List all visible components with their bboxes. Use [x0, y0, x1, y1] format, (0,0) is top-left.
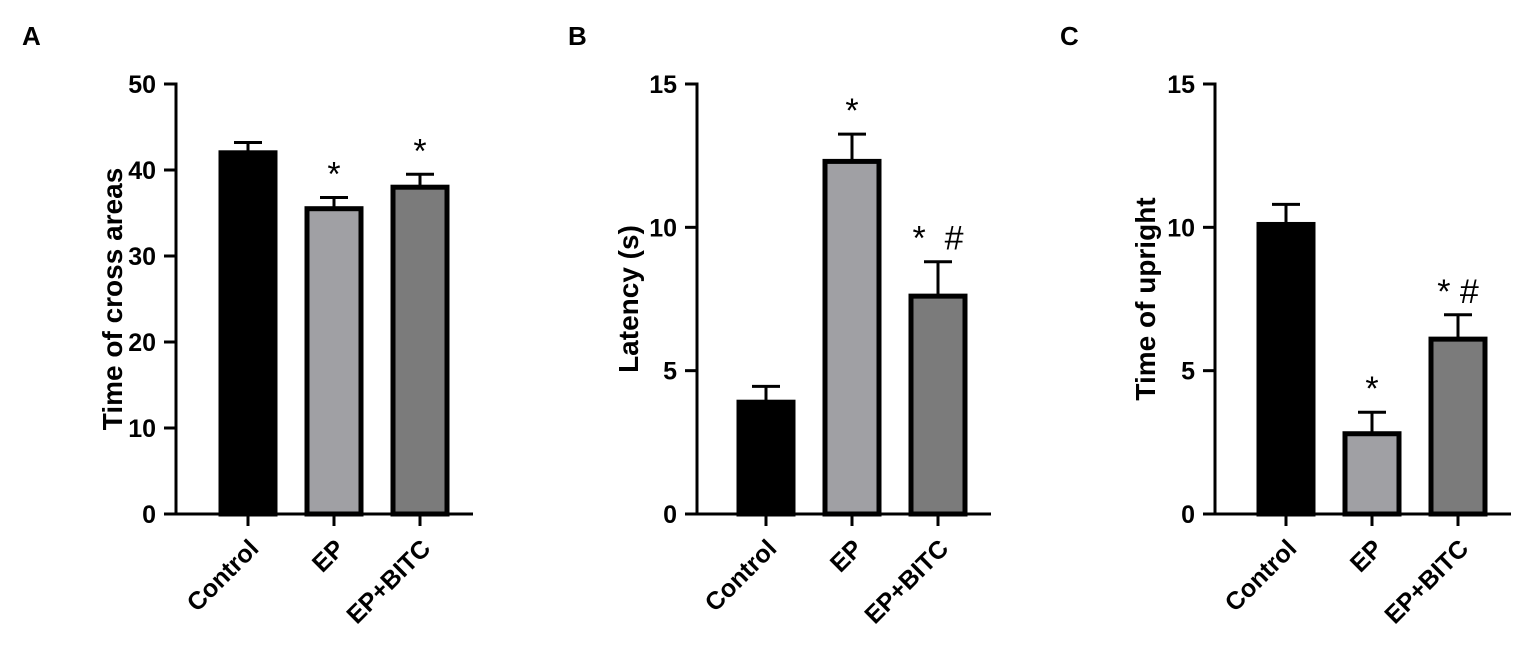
significance-marker: * [845, 92, 858, 130]
panel-letter: C [1060, 21, 1079, 51]
bar-ep-bitc [390, 184, 450, 517]
significance-marker: * [413, 132, 426, 170]
x-tick-label: EP [825, 534, 868, 577]
x-tick-label: EP [1345, 534, 1388, 577]
y-tick-label: 5 [1181, 358, 1195, 386]
bar-ep [304, 206, 364, 517]
x-tick-label: Control [700, 534, 783, 617]
panel-letter: B [568, 21, 587, 51]
bar-control [218, 150, 278, 517]
y-tick-label: 50 [128, 71, 156, 99]
y-tick-label: 0 [1181, 501, 1195, 529]
bar-ep [1342, 431, 1402, 517]
bar-ep-bitc [1428, 336, 1488, 517]
panel-c: C 0 5 10 15 Time of upright Control EP * EP+BITC *… [1060, 21, 1511, 629]
y-tick-label: 10 [1167, 214, 1195, 242]
x-tick-label: EP [307, 534, 350, 577]
y-axis-title: Time of cross areas [97, 168, 128, 431]
significance-marker: * [1365, 370, 1378, 408]
bar-control [736, 399, 796, 517]
y-tick-label: 40 [128, 157, 156, 185]
panel-a: A 0 10 20 30 40 50 Time of cross areas Control EP… [22, 21, 473, 629]
y-tick-label: 15 [649, 71, 677, 99]
x-tick-label: Control [182, 534, 265, 617]
y-tick-label: 5 [663, 358, 677, 386]
x-tick-label: EP+BITC [341, 534, 436, 629]
bar-ep-bitc [908, 293, 968, 517]
y-tick-label: 30 [128, 243, 156, 271]
significance-marker: * [327, 156, 340, 194]
y-tick-label: 0 [663, 501, 677, 529]
significance-marker: * # [1437, 273, 1479, 311]
bar-control [1256, 221, 1316, 517]
y-tick-label: 10 [128, 415, 156, 443]
x-tick-label: EP+BITC [1379, 534, 1474, 629]
x-tick-label: EP+BITC [859, 534, 954, 629]
y-tick-label: 20 [128, 329, 156, 357]
significance-marker: * # [912, 220, 963, 258]
y-tick-label: 15 [1167, 71, 1195, 99]
y-tick-label: 10 [649, 214, 677, 242]
y-tick-label: 0 [142, 501, 156, 529]
panel-letter: A [22, 21, 41, 51]
panel-b: B 0 5 10 15 Latency (s) Control EP * EP+BITC * # [568, 21, 991, 629]
x-tick-label: Control [1220, 534, 1303, 617]
y-axis-title: Latency (s) [613, 225, 644, 373]
y-axis-title: Time of upright [1130, 197, 1161, 400]
bar-ep [822, 158, 882, 517]
